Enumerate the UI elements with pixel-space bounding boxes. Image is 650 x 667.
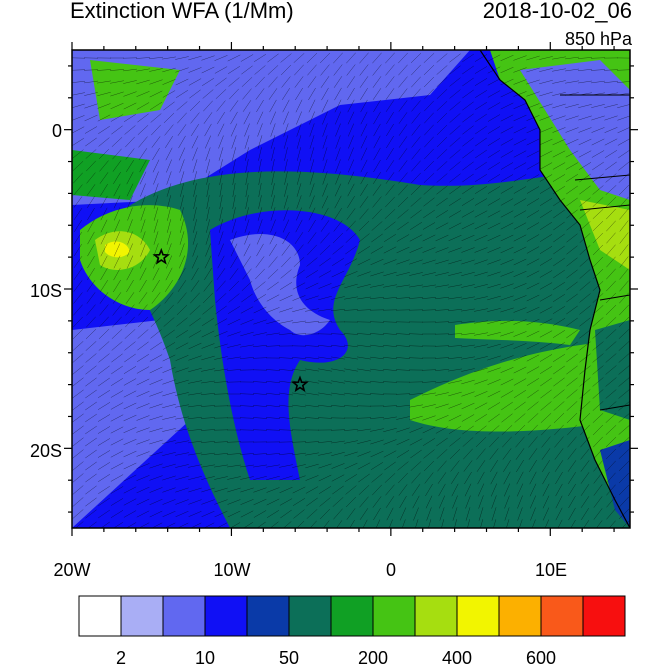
colorbar-tick-label: 200	[358, 648, 388, 667]
lon-label-20w: 20W	[53, 560, 90, 580]
colorbar-swatch	[456, 595, 500, 637]
colorbar-tick-label: 50	[279, 648, 299, 667]
star-marker-central	[291, 375, 309, 393]
colorbar-swatch	[246, 595, 290, 637]
colorbar	[78, 595, 626, 637]
lat-label-20s: 20S	[30, 441, 62, 461]
colorbar-swatch	[162, 595, 206, 637]
axis-ticks	[64, 42, 638, 536]
star-marker-west	[152, 247, 170, 265]
colorbar-swatch	[540, 595, 584, 637]
lon-label-10w: 10W	[213, 560, 250, 580]
colorbar-tick-labels: 2 10 50 200 400 600	[116, 648, 556, 667]
colorbar-swatch	[288, 595, 332, 637]
colorbar-swatch	[498, 595, 542, 637]
colorbar-swatch	[582, 595, 626, 637]
site-markers	[152, 247, 309, 393]
wind-barbs	[72, 52, 630, 528]
colorbar-tick-label: 10	[195, 648, 215, 667]
colorbar-swatch	[330, 595, 374, 637]
map-title: Extinction WFA (1/Mm)	[70, 0, 294, 23]
extinction-field	[72, 50, 630, 528]
colorbar-swatch	[414, 595, 458, 637]
lat-label-0: 0	[52, 121, 62, 141]
colorbar-tick-label: 2	[116, 648, 126, 667]
colorbar-tick-label: 600	[526, 648, 556, 667]
colorbar-swatch	[78, 595, 122, 637]
datetime-label: 2018-10-02_06	[482, 0, 632, 23]
colorbar-swatch	[372, 595, 416, 637]
lon-label-10e: 10E	[535, 560, 567, 580]
colorbar-tick-label: 400	[442, 648, 472, 667]
colorbar-swatch	[120, 595, 164, 637]
lon-label-0: 0	[386, 560, 396, 580]
lat-label-10s: 10S	[30, 281, 62, 301]
pressure-level-label: 850 hPa	[564, 29, 632, 49]
colorbar-swatch	[204, 595, 248, 637]
